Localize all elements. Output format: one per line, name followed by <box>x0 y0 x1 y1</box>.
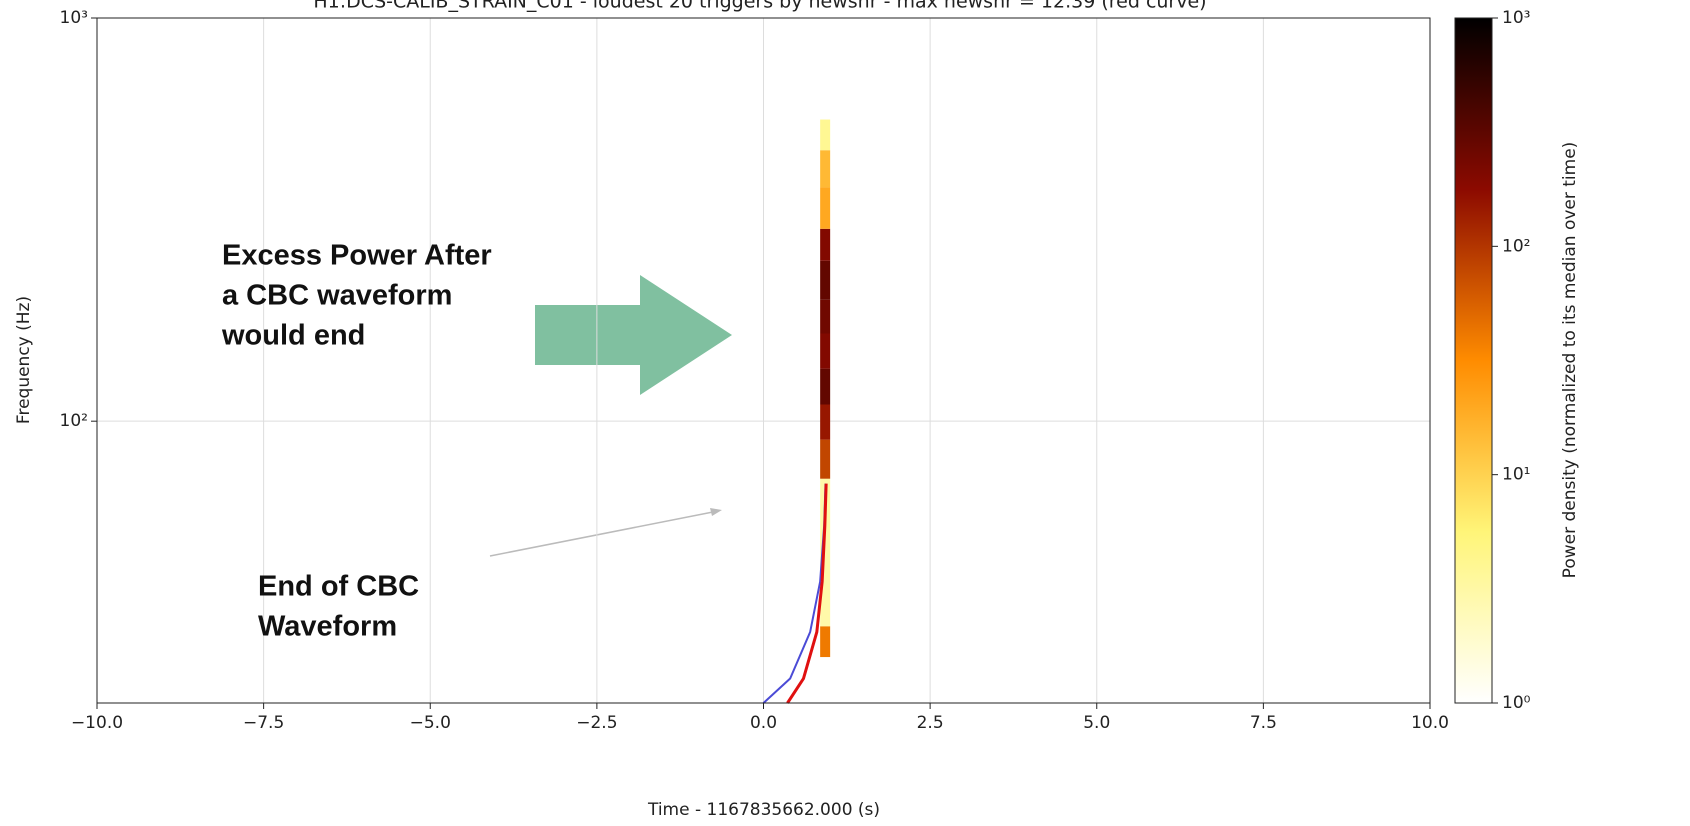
spectrogram-cell <box>820 626 831 658</box>
x-tick-label: 0.0 <box>750 713 777 733</box>
spectrogram-cell <box>820 260 831 300</box>
y-axis-label: Frequency (Hz) <box>14 296 34 424</box>
chart-title: H1:DCS-CALIB_STRAIN_C01 - loudest 20 tri… <box>313 0 1206 13</box>
spectrogram-cell <box>820 187 831 229</box>
x-tick-label: 2.5 <box>917 713 944 733</box>
spectrogram-cell <box>820 228 831 261</box>
x-tick-label: −10.0 <box>71 713 123 733</box>
colorbar <box>1454 17 1493 704</box>
x-tick-label: −5.0 <box>410 713 451 733</box>
colorbar-tick-label: 10² <box>1502 236 1530 256</box>
y-tick-label: 10² <box>60 411 88 431</box>
x-tick-label: 7.5 <box>1250 713 1277 733</box>
x-tick-label: −7.5 <box>243 713 284 733</box>
annotation: Waveform <box>258 611 397 643</box>
x-axis-label: Time - 1167835662.000 (s) <box>647 800 880 820</box>
trigger-curve <box>762 483 827 704</box>
annotation: would end <box>221 320 365 352</box>
x-tick-label: −2.5 <box>576 713 617 733</box>
colorbar-tick-label: 10¹ <box>1502 465 1530 485</box>
x-tick-label: 5.0 <box>1083 713 1110 733</box>
arrow <box>535 275 732 395</box>
annotation: Excess Power After <box>222 240 492 272</box>
x-tick-label: 10.0 <box>1411 713 1449 733</box>
trigger-curve <box>786 483 828 704</box>
spectrogram-cell <box>820 478 831 627</box>
colorbar-tick-label: 10³ <box>1502 8 1530 28</box>
spectrogram-cell <box>820 368 831 405</box>
spectrogram-cell <box>820 299 831 334</box>
y-tick-label: 10³ <box>60 8 88 28</box>
annotation: a CBC waveform <box>222 280 452 312</box>
spectrogram-cell <box>820 439 831 479</box>
spectrogram-cell <box>820 333 831 369</box>
pointer-line <box>489 510 719 557</box>
annotation: End of CBC <box>258 571 419 603</box>
colorbar-label: Power density (normalized to its median … <box>1560 142 1580 579</box>
pointer-head <box>710 508 722 516</box>
plot-frame <box>96 17 1431 704</box>
colorbar-tick-label: 10⁰ <box>1502 693 1531 713</box>
spectrogram-cell <box>820 404 831 440</box>
spectrogram-cell <box>820 119 831 151</box>
spectrogram-cell <box>820 150 831 188</box>
